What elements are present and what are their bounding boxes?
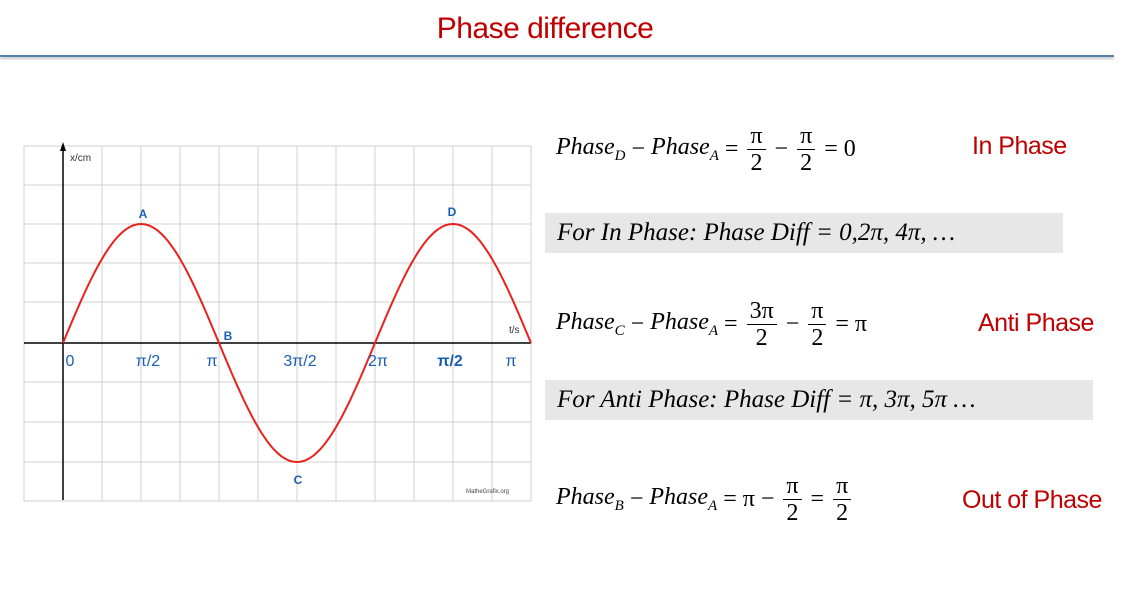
operator: =	[810, 486, 825, 512]
title-underline	[0, 55, 1114, 57]
x-tick-label: 3π/2	[283, 353, 316, 370]
operator: −	[785, 311, 800, 337]
equation: PhaseB − PhaseA = π − π 2 = π 2	[556, 473, 854, 526]
operator: −	[631, 136, 646, 162]
denominator: 2	[836, 500, 849, 526]
x-tick-label: π/2	[437, 353, 463, 370]
operator: = π	[835, 311, 868, 337]
subscript: A	[709, 147, 719, 164]
x-tick-label: 2π	[368, 353, 388, 370]
x-tick-label: π	[505, 353, 516, 370]
term: PhaseA	[649, 484, 718, 514]
x-tick-label: π/2	[136, 353, 160, 370]
term: PhaseD	[556, 134, 626, 164]
term: PhaseA	[651, 134, 719, 164]
point-label: C	[294, 473, 303, 487]
subscript: A	[708, 497, 718, 514]
operator: = π −	[723, 486, 775, 512]
x-tick-label: π	[206, 353, 217, 370]
graph-frame	[23, 145, 532, 502]
phase-result: Out of Phase	[962, 486, 1102, 514]
point-label: A	[139, 207, 148, 221]
operator: −	[774, 136, 789, 162]
phase-result: In Phase	[972, 132, 1067, 160]
numerator: π	[783, 473, 802, 500]
numerator: π	[797, 123, 816, 150]
point-label: B	[224, 329, 233, 343]
subscript: B	[614, 497, 624, 514]
phase-rule: For In Phase: Phase Diff = 0,2π, 4π, …	[545, 213, 1063, 253]
denominator: 2	[786, 500, 799, 526]
term: PhaseB	[556, 484, 624, 514]
y-arrow	[60, 142, 66, 151]
sine-wave	[62, 222, 532, 464]
x-tick-label: 0	[66, 353, 75, 370]
denominator: 2	[800, 150, 813, 176]
numerator: π	[747, 123, 766, 150]
phase-result: Anti Phase	[978, 309, 1094, 337]
term: PhaseC	[556, 309, 625, 339]
denominator: 2	[750, 150, 763, 176]
equation: PhaseC − PhaseA = 3π 2− π 2 = π	[556, 298, 873, 351]
term: PhaseA	[650, 309, 719, 339]
denominator: 2	[755, 325, 768, 351]
operator: =	[724, 311, 738, 337]
subscript: A	[708, 322, 719, 339]
fraction: 3π 2	[746, 298, 777, 351]
subscript: D	[614, 147, 626, 164]
operator: = 0	[824, 136, 856, 162]
grid	[23, 145, 532, 502]
operator: −	[629, 486, 644, 512]
point-label: D	[448, 205, 457, 219]
operator: −	[630, 311, 645, 337]
slide-title: Phase difference	[436, 12, 654, 45]
equation: PhaseD − PhaseA = π 2− π 2 = 0	[556, 123, 862, 176]
numerator: π	[833, 473, 852, 500]
phase-rule: For Anti Phase: Phase Diff = π, 3π, 5π …	[545, 380, 1093, 420]
subscript: C	[614, 322, 625, 339]
credit: MatheGrafix.org	[466, 489, 509, 495]
y-axis-label: x/cm	[70, 153, 91, 164]
x-axis-label: t/s	[509, 325, 520, 336]
numerator: 3π	[746, 298, 777, 325]
numerator: π	[808, 298, 827, 325]
denominator: 2	[811, 325, 824, 351]
operator: =	[724, 136, 739, 162]
